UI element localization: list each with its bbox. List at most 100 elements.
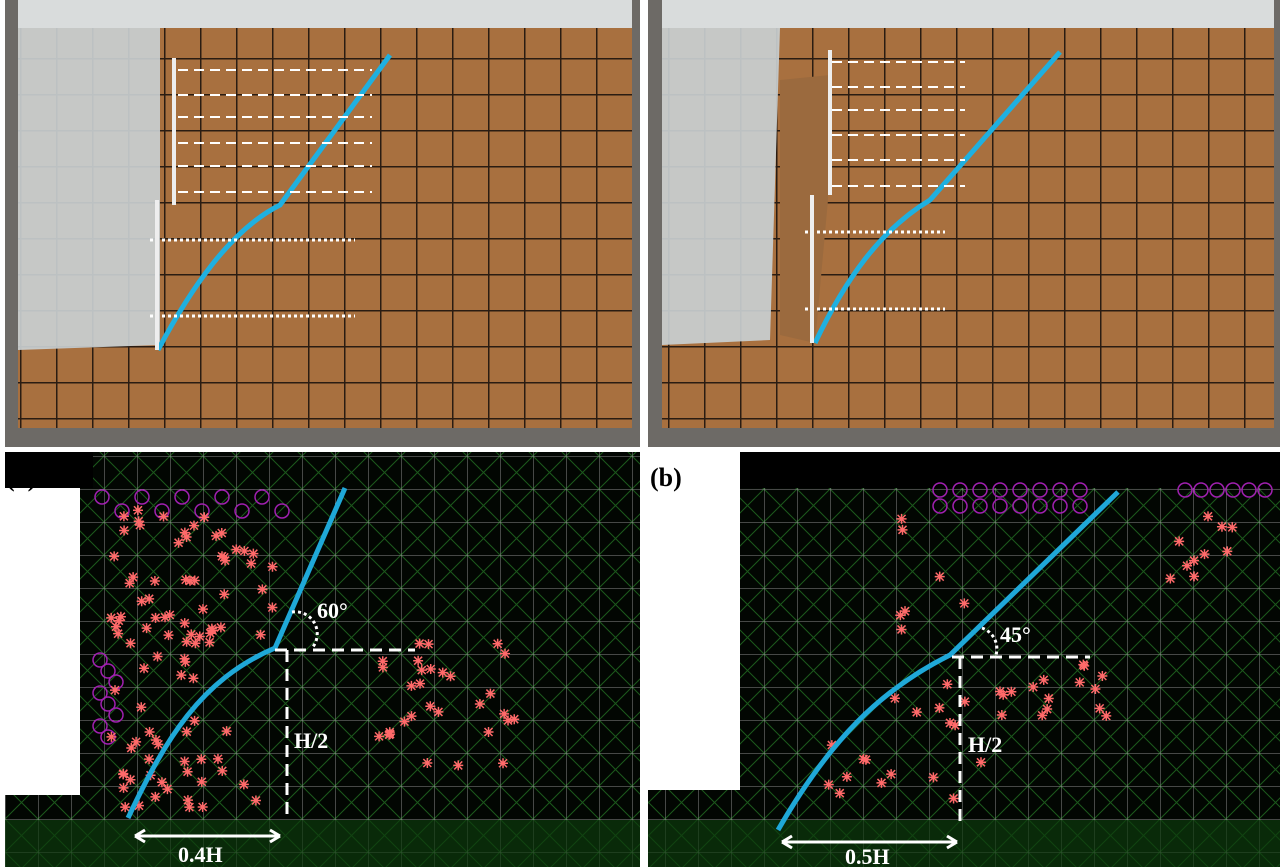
marker: [406, 681, 416, 691]
marker: [113, 629, 123, 639]
marker: [246, 559, 256, 569]
marker: [185, 576, 195, 586]
marker: [1222, 546, 1232, 556]
marker: [1165, 573, 1175, 583]
marker: [136, 702, 146, 712]
marker: [842, 772, 852, 782]
marker: [1039, 675, 1049, 685]
height-label: H/2: [968, 732, 1002, 757]
marker: [157, 777, 167, 787]
marker: [131, 737, 141, 747]
photo-b: [648, 0, 1280, 447]
panel-label: (b): [650, 463, 682, 492]
height-label: H/2: [294, 728, 328, 753]
marker: [139, 663, 149, 673]
marker: [886, 769, 896, 779]
marker: [160, 612, 170, 622]
marker: [417, 665, 427, 675]
marker: [126, 638, 136, 648]
marker: [997, 710, 1007, 720]
marker: [1189, 556, 1199, 566]
marker: [446, 671, 456, 681]
marker: [1203, 511, 1213, 521]
marker: [248, 549, 258, 559]
marker: [110, 685, 120, 695]
marker: [125, 775, 135, 785]
marker: [426, 664, 436, 674]
marker: [898, 525, 908, 535]
marker: [183, 795, 193, 805]
marker: [220, 556, 230, 566]
marker: [159, 511, 169, 521]
marker: [239, 546, 249, 556]
angle-label: 45°: [1000, 622, 1031, 647]
marker: [190, 716, 200, 726]
marker: [106, 732, 116, 742]
marker: [912, 707, 922, 717]
marker: [119, 783, 129, 793]
model-a: (a) 60° H/2 0.4H: [5, 452, 640, 867]
marker: [413, 656, 423, 666]
marker: [120, 802, 130, 812]
marker: [180, 618, 190, 628]
marker: [876, 778, 886, 788]
marker: [211, 531, 221, 541]
marker: [184, 802, 194, 812]
marker: [119, 511, 129, 521]
marker: [959, 598, 969, 608]
marker: [153, 651, 163, 661]
marker: [182, 637, 192, 647]
marker: [213, 754, 223, 764]
marker: [433, 707, 443, 717]
marker: [1217, 522, 1227, 532]
marker: [897, 624, 907, 634]
marker: [267, 562, 277, 572]
marker: [180, 528, 190, 538]
marker: [142, 623, 152, 633]
marker: [162, 784, 172, 794]
width-label: 0.5H: [845, 844, 890, 867]
marker: [144, 754, 154, 764]
marker: [897, 514, 907, 524]
marker: [949, 793, 959, 803]
marker: [493, 639, 503, 649]
marker: [424, 639, 434, 649]
marker: [1189, 571, 1199, 581]
marker: [119, 526, 129, 536]
marker: [176, 670, 186, 680]
marker: [425, 701, 435, 711]
marker: [128, 572, 138, 582]
marker: [137, 596, 147, 606]
marker: [133, 505, 143, 515]
marker: [251, 796, 261, 806]
marker: [998, 690, 1008, 700]
marker: [415, 639, 425, 649]
marker: [1200, 549, 1210, 559]
marker: [144, 594, 154, 604]
marker: [150, 792, 160, 802]
marker: [190, 638, 200, 648]
marker: [267, 602, 277, 612]
panel-label: (a): [6, 463, 36, 492]
marker: [109, 551, 119, 561]
marker: [422, 758, 432, 768]
marker: [942, 679, 952, 689]
marker: [374, 731, 384, 741]
marker: [1028, 682, 1038, 692]
marker: [199, 512, 209, 522]
marker: [1042, 704, 1052, 714]
marker: [1075, 677, 1085, 687]
marker: [134, 516, 144, 526]
marker: [485, 689, 495, 699]
marker: [453, 760, 463, 770]
marker: [509, 714, 519, 724]
marker: [207, 624, 217, 634]
model-b: (b) 45° H/2 0.5H: [648, 452, 1280, 867]
marker: [824, 780, 834, 790]
marker: [182, 727, 192, 737]
marker: [180, 654, 190, 664]
marker: [1174, 536, 1184, 546]
marker: [500, 649, 510, 659]
marker: [219, 589, 229, 599]
marker: [217, 766, 227, 776]
